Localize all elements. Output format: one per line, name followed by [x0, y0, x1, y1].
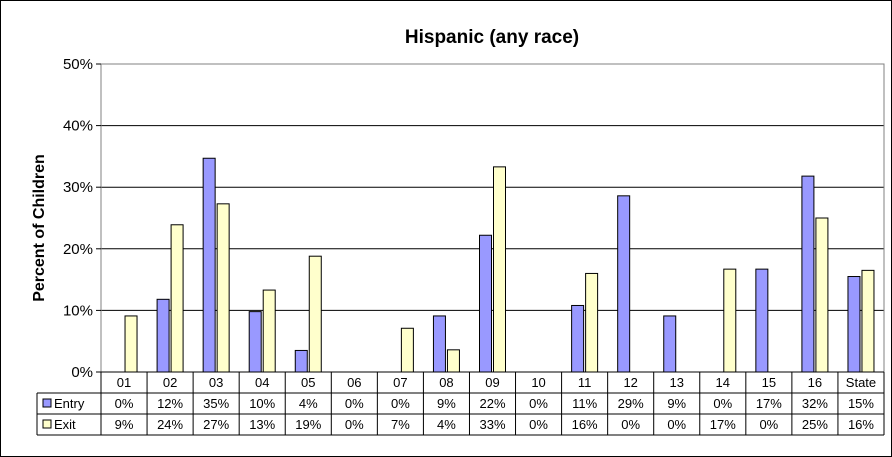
data-label-exit: 16% [848, 417, 874, 432]
category-label: 03 [209, 375, 223, 390]
category-label: 05 [301, 375, 315, 390]
data-label-exit: 27% [203, 417, 229, 432]
data-label-exit: 0% [345, 417, 364, 432]
data-label-entry: 4% [299, 396, 318, 411]
bar-entry-state [847, 276, 861, 373]
bar-exit-09 [493, 166, 506, 373]
data-label-exit: 0% [759, 417, 778, 432]
data-label-entry: 17% [756, 396, 782, 411]
legend-label-exit: Exit [54, 417, 76, 432]
data-label-exit: 9% [115, 417, 134, 432]
data-label-entry: 9% [667, 396, 686, 411]
bar-exit-04 [262, 289, 276, 373]
bar-exit-03 [216, 203, 230, 373]
bar-entry-05 [294, 349, 308, 373]
bar-exit-11 [585, 272, 599, 373]
data-label-exit: 24% [157, 417, 183, 432]
data-label-entry: 10% [249, 396, 275, 411]
y-tick-label: 40% [63, 118, 93, 135]
data-label-entry: 29% [618, 396, 644, 411]
data-label-exit: 25% [802, 417, 828, 432]
category-label: 11 [578, 375, 592, 390]
bar-exit-07 [400, 327, 414, 373]
chart-title: Hispanic (any race) [405, 27, 579, 48]
data-label-entry: 11% [572, 396, 597, 411]
data-label-entry: 9% [437, 396, 456, 411]
data-label-entry: 32% [802, 396, 828, 411]
bar-exit-08 [446, 349, 460, 373]
category-label: 07 [393, 375, 407, 390]
category-label: 13 [670, 375, 684, 390]
y-tick-label: 10% [63, 302, 93, 319]
bar-entry-04 [248, 311, 262, 373]
data-label-exit: 19% [295, 417, 321, 432]
data-label-exit: 17% [710, 417, 736, 432]
category-label: 14 [716, 375, 730, 390]
data-label-entry: 0% [713, 396, 732, 411]
gridlines [101, 125, 884, 311]
bar-entry-09 [479, 234, 492, 373]
category-label: 12 [623, 375, 637, 390]
category-label: State [846, 375, 876, 390]
data-label-entry: 35% [203, 396, 229, 411]
bar-entry-11 [571, 304, 585, 373]
legend-label-entry: Entry [54, 396, 85, 411]
bar-entry-08 [432, 315, 446, 373]
data-label-entry: 0% [115, 396, 134, 411]
category-label: 15 [762, 375, 776, 390]
data-label-entry: 12% [157, 396, 183, 411]
category-label: 10 [531, 375, 545, 390]
data-label-exit: 13% [249, 417, 275, 432]
category-label: 16 [808, 375, 822, 390]
y-tick-label: 20% [63, 241, 93, 258]
data-label-exit: 4% [437, 417, 456, 432]
category-label: 06 [347, 375, 361, 390]
legend-swatch-entry [42, 398, 52, 408]
y-tick-label: 50% [63, 56, 93, 73]
data-label-entry: 15% [848, 396, 874, 411]
legend-swatch-exit [42, 419, 52, 429]
data-label-entry: 0% [391, 396, 410, 411]
bar-entry-02 [156, 298, 170, 373]
y-tick-label: 30% [63, 179, 93, 196]
category-label: 08 [439, 375, 453, 390]
bar-entry-15 [755, 268, 769, 373]
data-label-entry: 0% [529, 396, 548, 411]
category-label: 09 [485, 375, 499, 390]
bar-entry-12 [617, 195, 631, 373]
data-label-exit: 0% [621, 417, 640, 432]
data-table: 01 02 03 04 05 06 07 08 09 10 11 12 13 14 15 16 State Ent… [36, 371, 885, 436]
category-label: 04 [255, 375, 269, 390]
y-ticks: 0% 10% 20% 30% 40% 50% [63, 56, 101, 381]
data-label-exit: 16% [572, 417, 598, 432]
bar-exit-state [861, 269, 875, 373]
data-label-exit: 0% [667, 417, 686, 432]
bar-exit-01 [124, 315, 138, 373]
data-label-exit: 0% [529, 417, 548, 432]
category-label: 02 [163, 375, 177, 390]
data-label-exit: 33% [479, 417, 505, 432]
y-tick-label: 0% [71, 364, 93, 381]
data-label-exit: 7% [391, 417, 410, 432]
bar-entry-03 [202, 157, 216, 373]
data-label-entry: 22% [479, 396, 505, 411]
y-axis-label: Percent of Children [31, 154, 48, 302]
bar-exit-14 [723, 268, 737, 373]
data-label-entry: 0% [345, 396, 364, 411]
bars [124, 157, 875, 373]
bar-entry-16 [801, 175, 815, 373]
bar-exit-05 [308, 255, 322, 373]
category-label: 01 [117, 375, 131, 390]
bar-entry-13 [663, 315, 677, 373]
bar-exit-02 [170, 224, 184, 373]
bar-exit-16 [815, 217, 829, 373]
